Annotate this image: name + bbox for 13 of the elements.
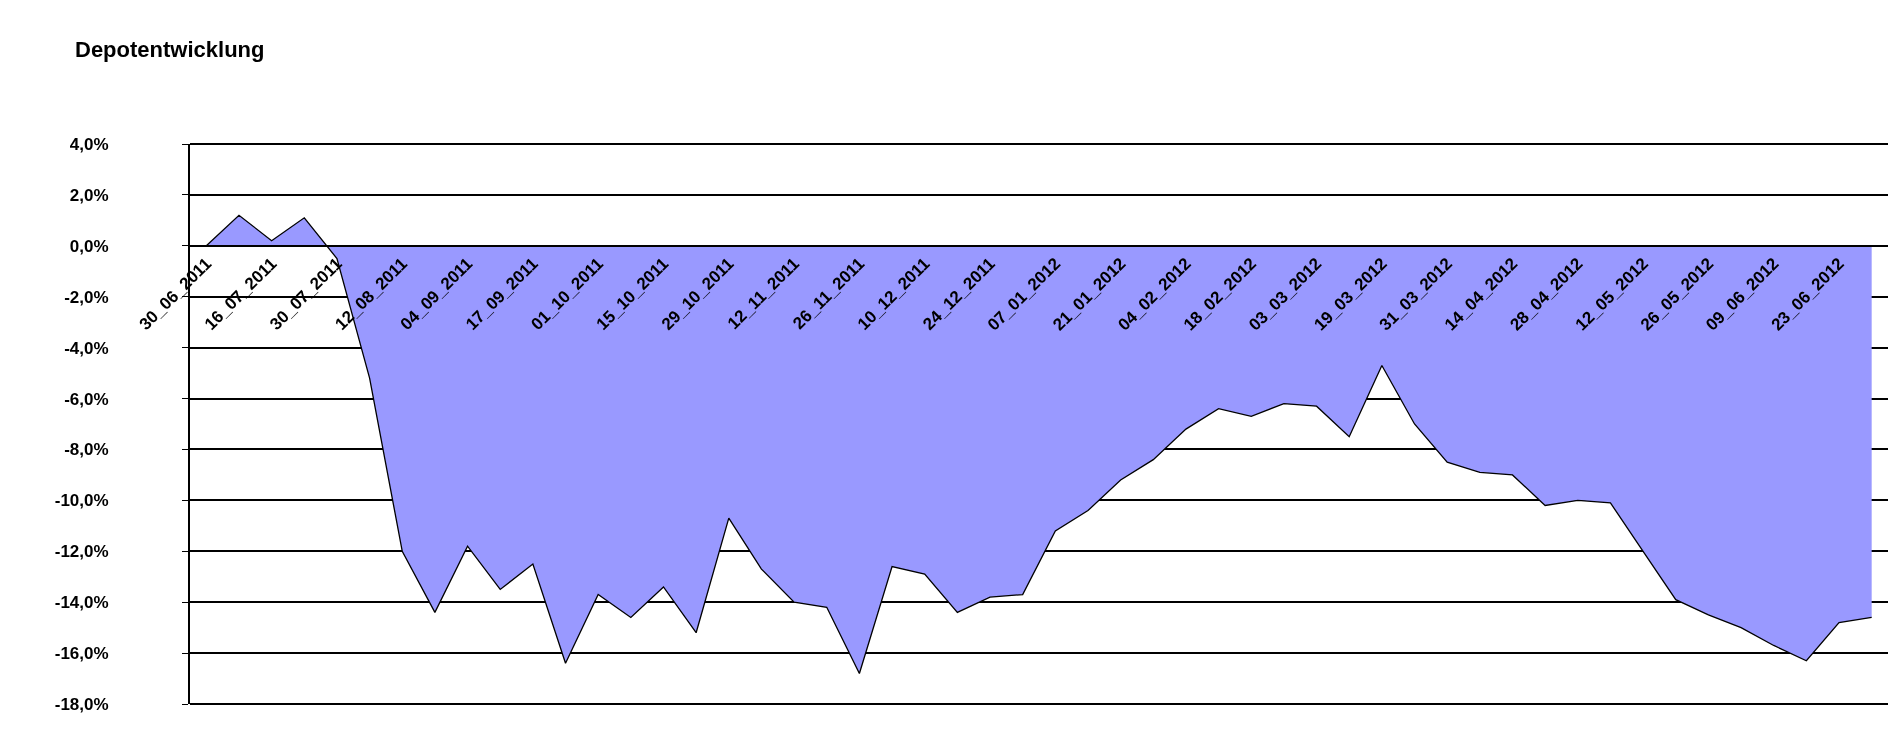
y-tick-label: -18,0% (54, 694, 109, 714)
y-tick-label: -16,0% (54, 644, 109, 664)
y-tick-label: 4,0% (69, 134, 109, 154)
chart-title: Depotentwicklung (75, 37, 265, 63)
y-tick-label: -8,0% (64, 440, 109, 460)
y-tick-label: -6,0% (64, 389, 109, 409)
y-tick-label: 0,0% (69, 236, 109, 256)
y-tick-label: -12,0% (54, 542, 109, 562)
y-tick-label: -4,0% (64, 338, 109, 358)
y-tick-label: -2,0% (64, 287, 109, 307)
y-tick-label: 2,0% (69, 185, 109, 205)
y-tick-label: -14,0% (54, 593, 109, 613)
y-tick-label: -10,0% (54, 491, 109, 511)
